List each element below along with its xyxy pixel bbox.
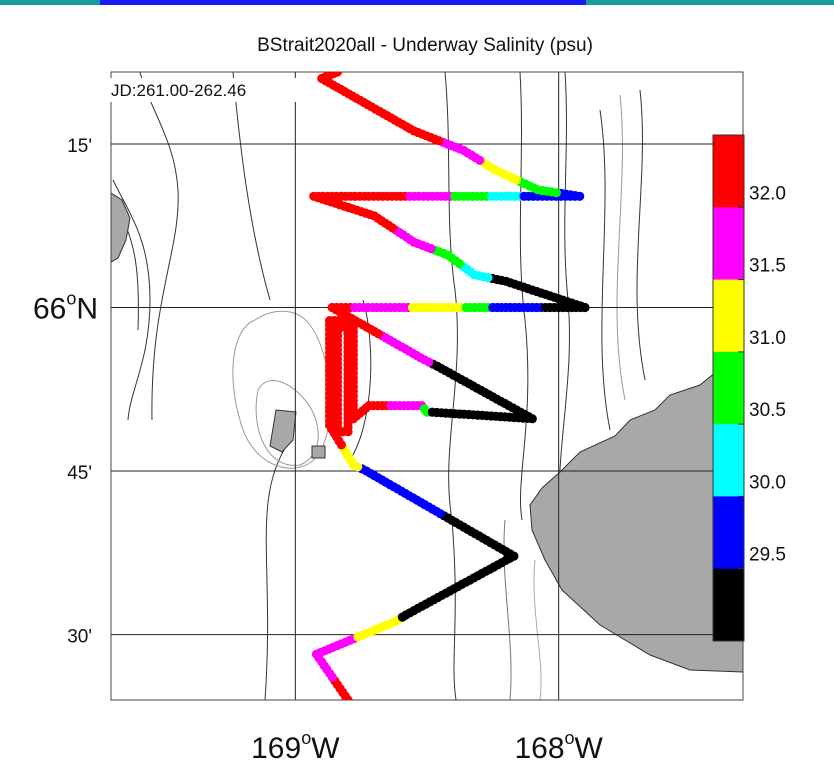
colorbar-bin <box>713 351 744 425</box>
latitude-labels: 15' 66oN 45' 30' <box>33 136 98 648</box>
latitude-tick-label: 45' <box>67 463 92 484</box>
chart-title: BStrait2020all - Underway Salinity (psu) <box>257 35 593 56</box>
latitude-tick-label: 66oN <box>33 289 98 326</box>
land-alaska <box>529 349 743 673</box>
bathymetry-contours <box>112 72 646 700</box>
track-point <box>332 72 343 77</box>
latitude-tick-label: 15' <box>67 136 92 157</box>
salinity-colorbar: 32.0 31.5 31.0 30.5 30.0 29.5 <box>712 134 786 642</box>
date-range-label: JD:261.00-262.46 <box>111 81 246 100</box>
colorbar-bin <box>713 568 744 642</box>
longitude-tick-label: 169oW <box>251 728 340 765</box>
date-range-background <box>100 78 315 102</box>
colorbar-frame <box>712 134 745 642</box>
colorbar-tick-label: 32.0 <box>749 183 786 204</box>
colorbar-tick-label: 29.5 <box>749 545 786 566</box>
land-west <box>111 192 131 263</box>
land-island-large <box>269 409 297 453</box>
header-highlight-bar <box>100 0 586 5</box>
land-island-small <box>311 445 326 459</box>
colorbar-bin <box>713 207 744 281</box>
land-masses <box>111 192 743 673</box>
longitude-labels: 169oW 168oW <box>251 728 603 765</box>
ship-track <box>309 72 590 700</box>
colorbar-tick-label: 30.5 <box>749 400 786 421</box>
longitude-tick-label: 168oW <box>514 728 603 765</box>
colorbar-bin <box>713 496 744 570</box>
colorbar-tick-label: 31.5 <box>749 256 786 277</box>
colorbar-bin <box>713 135 744 208</box>
colorbar-bin <box>713 279 744 353</box>
latitude-tick-label: 30' <box>67 627 92 648</box>
colorbar-bin <box>713 424 744 497</box>
colorbar-tick-label: 31.0 <box>749 328 786 349</box>
colorbar-tick-label: 30.0 <box>749 472 786 493</box>
